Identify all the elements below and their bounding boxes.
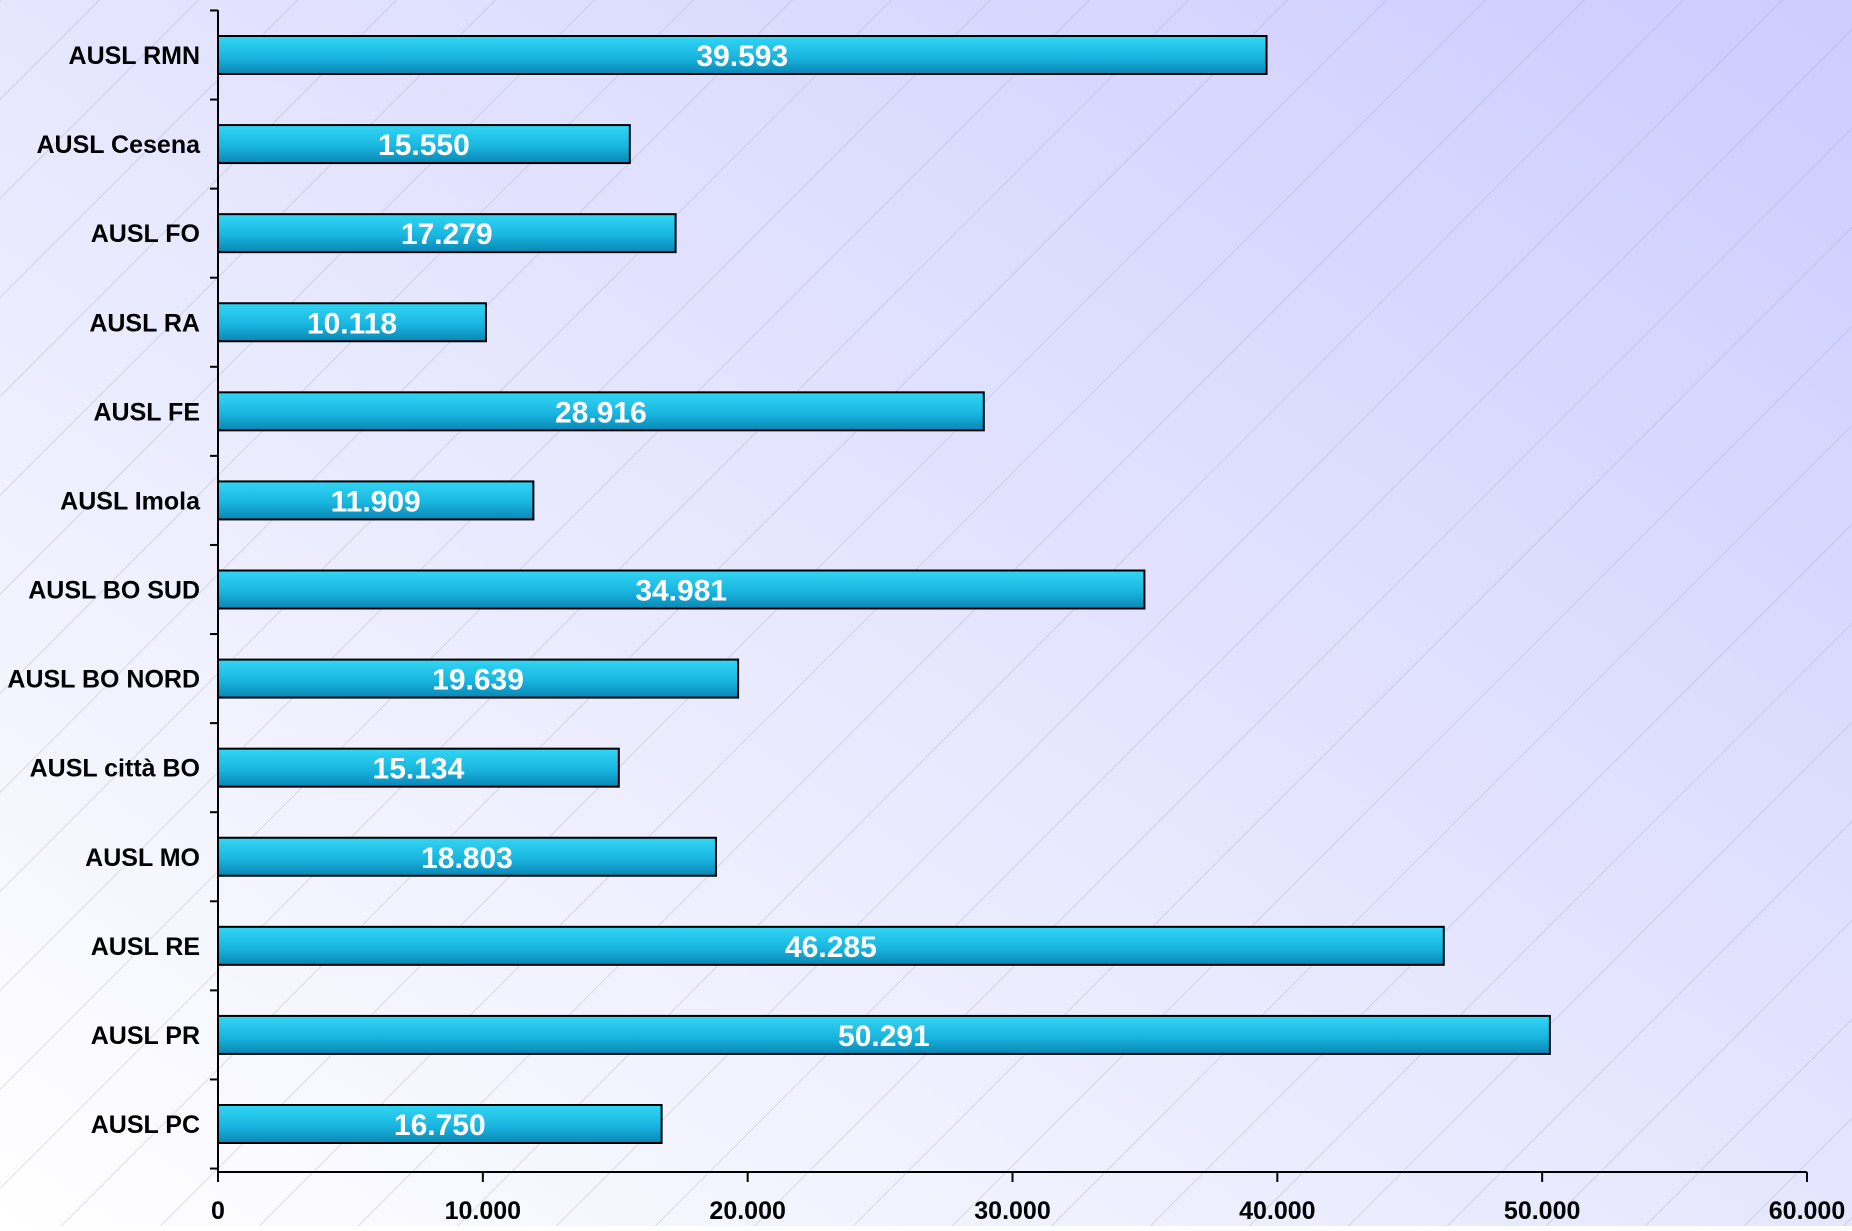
category-label: AUSL RMN bbox=[69, 42, 200, 70]
bars: 39.593 15.550 17.279 10.118 28.916 11.909 34.9… bbox=[217, 35, 1551, 1144]
bar bbox=[217, 213, 677, 254]
x-tick-label: 30.000 bbox=[974, 1197, 1050, 1225]
category-label: AUSL Cesena bbox=[37, 131, 202, 159]
category-label: AUSL BO NORD bbox=[7, 666, 200, 694]
x-tick-label: 50.000 bbox=[1504, 1197, 1580, 1225]
bar-value-label: 39.593 bbox=[696, 40, 788, 73]
bar bbox=[217, 569, 1146, 610]
category-label: AUSL FE bbox=[94, 398, 201, 426]
bar bbox=[217, 836, 717, 877]
bar bbox=[217, 925, 1445, 966]
bar-value-label: 15.134 bbox=[373, 753, 465, 786]
x-tick-label: 40.000 bbox=[1239, 1197, 1315, 1225]
bar bbox=[217, 1104, 663, 1144]
bar-value-label: 46.285 bbox=[785, 931, 877, 964]
bar-value-label: 19.639 bbox=[432, 664, 524, 697]
category-label: AUSL PC bbox=[91, 1111, 200, 1139]
bar-value-label: 11.909 bbox=[331, 485, 421, 518]
bar-value-label: 15.550 bbox=[378, 129, 470, 162]
category-label: AUSL città BO bbox=[30, 755, 200, 783]
bar-value-label: 16.750 bbox=[394, 1109, 486, 1142]
bar-value-label: 18.803 bbox=[421, 842, 513, 875]
bar bbox=[217, 35, 1268, 75]
bar bbox=[217, 1014, 1551, 1055]
bar bbox=[217, 302, 487, 343]
bar-value-label: 50.291 bbox=[838, 1020, 930, 1053]
x-tick-label: 0 bbox=[211, 1197, 225, 1225]
bar bbox=[217, 480, 535, 521]
bar bbox=[217, 658, 740, 699]
bar bbox=[217, 391, 985, 432]
category-label: AUSL FO bbox=[91, 220, 200, 248]
x-tick-label: 20.000 bbox=[709, 1197, 785, 1225]
bar bbox=[217, 747, 620, 788]
category-label: AUSL BO SUD bbox=[28, 577, 200, 605]
x-tick-label: 60.000 bbox=[1769, 1197, 1845, 1225]
category-label: AUSL RA bbox=[89, 309, 200, 337]
axes: AUSL RMN AUSL Cesena AUSL FO AUSL RA AUSL FE… bbox=[7, 9, 1845, 1225]
bar-value-label: 17.279 bbox=[401, 218, 493, 251]
category-label: AUSL RE bbox=[91, 933, 200, 961]
bar-value-label: 10.118 bbox=[307, 307, 397, 340]
category-label: AUSL Imola bbox=[60, 487, 201, 515]
bar-value-label: 28.916 bbox=[555, 396, 647, 429]
x-tick-label: 10.000 bbox=[445, 1197, 521, 1225]
bar-value-label: 34.981 bbox=[635, 575, 727, 608]
category-label: AUSL PR bbox=[91, 1022, 200, 1050]
category-label: AUSL MO bbox=[85, 844, 200, 872]
